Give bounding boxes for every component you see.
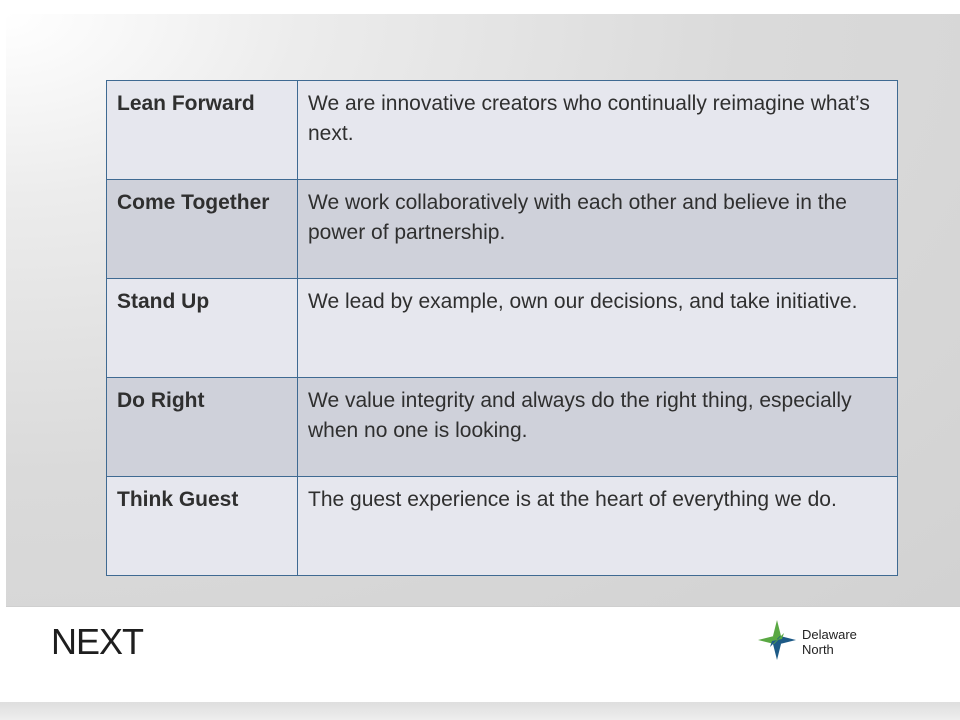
star-compass-icon: [758, 620, 796, 660]
table-row: Come Together We work collaboratively wi…: [106, 179, 898, 279]
value-name: Do Right: [106, 377, 298, 477]
table-row: Lean Forward We are innovative creators …: [106, 80, 898, 180]
value-name: Come Together: [106, 179, 298, 279]
value-name: Lean Forward: [106, 80, 298, 180]
brand-wordmark: Delaware North: [802, 627, 857, 657]
value-name: Think Guest: [106, 476, 298, 576]
value-description: We work collaboratively with each other …: [297, 179, 898, 279]
value-description: The guest experience is at the heart of …: [297, 476, 898, 576]
value-description: We lead by example, own our decisions, a…: [297, 278, 898, 378]
delaware-north-logo: Delaware North: [757, 619, 887, 663]
slide-background: Lean Forward We are innovative creators …: [6, 14, 960, 606]
brand-line-2: North: [802, 642, 834, 657]
table-row: Do Right We value integrity and always d…: [106, 377, 898, 477]
next-logo: NEXT: [51, 621, 144, 662]
table-row: Think Guest The guest experience is at t…: [106, 476, 898, 576]
value-description: We are innovative creators who continual…: [297, 80, 898, 180]
value-description: We value integrity and always do the rig…: [297, 377, 898, 477]
value-name: Stand Up: [106, 278, 298, 378]
bottom-strip: [0, 702, 960, 720]
table-row: Stand Up We lead by example, own our dec…: [106, 278, 898, 378]
brand-line-1: Delaware: [802, 627, 857, 642]
footer-bar: NEXT Delaware North: [6, 606, 960, 703]
values-table: Lean Forward We are innovative creators …: [106, 80, 898, 576]
